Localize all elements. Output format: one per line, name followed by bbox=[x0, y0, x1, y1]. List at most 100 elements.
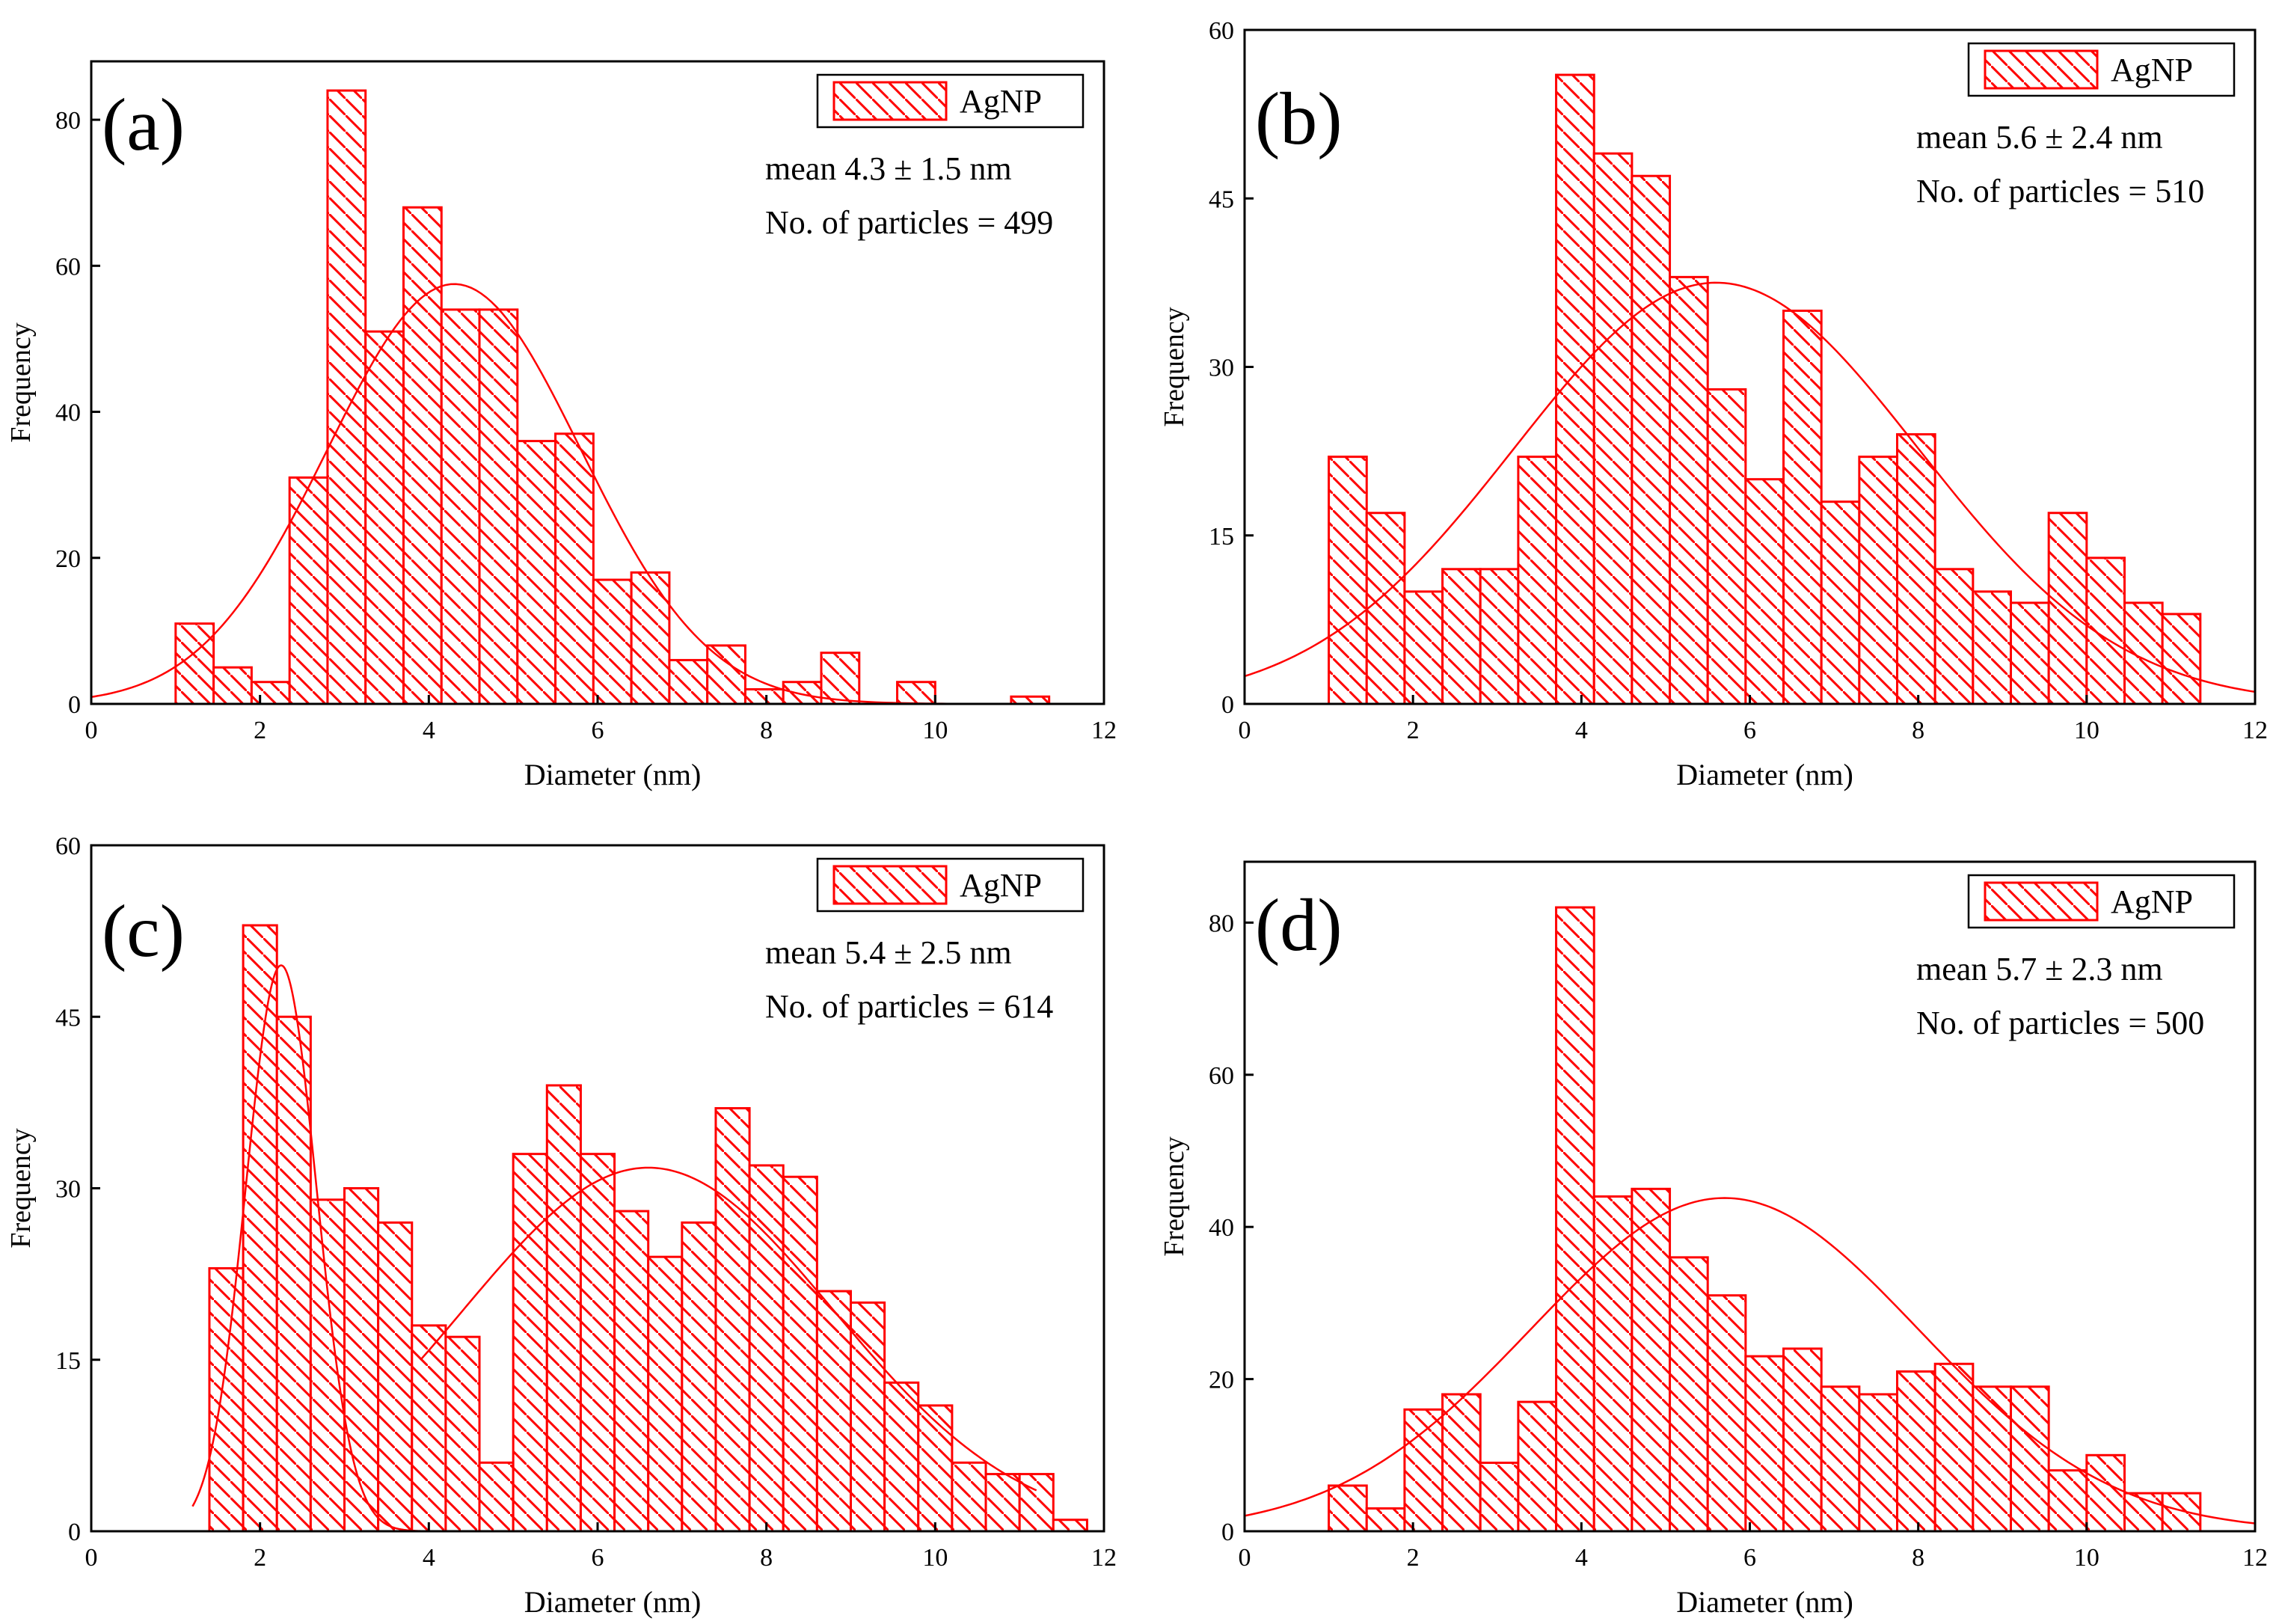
histogram-bar bbox=[402, 206, 443, 705]
histogram-bar bbox=[883, 1381, 920, 1533]
legend-swatch bbox=[1984, 881, 2099, 922]
histogram-bar bbox=[1479, 1461, 1520, 1533]
y-tick-label: 80 bbox=[1209, 910, 1234, 937]
histogram-bar bbox=[2010, 1385, 2050, 1533]
histogram-bar bbox=[250, 681, 291, 705]
histogram-bar bbox=[1782, 1347, 1823, 1533]
y-tick-label: 0 bbox=[1221, 1519, 1234, 1546]
y-tick-label: 60 bbox=[1209, 17, 1234, 45]
histogram-bar bbox=[242, 924, 278, 1533]
histogram-bar bbox=[1706, 1294, 1747, 1533]
histogram-bar bbox=[984, 1473, 1021, 1533]
legend-label: AgNP bbox=[960, 83, 1042, 120]
histogram-bar bbox=[820, 652, 861, 705]
histogram-bar bbox=[1744, 478, 1785, 705]
histogram-bar bbox=[1592, 1195, 1634, 1533]
histogram-bar bbox=[275, 1015, 312, 1533]
x-tick-label: 8 bbox=[1912, 717, 1924, 744]
legend-label: AgNP bbox=[2111, 52, 2193, 88]
histogram-bar bbox=[1669, 1256, 1709, 1533]
histogram-bar bbox=[1052, 1519, 1088, 1533]
x-tick-label: 6 bbox=[592, 717, 604, 744]
histogram-bar bbox=[1403, 590, 1444, 705]
x-axis-label: Diameter (nm) bbox=[524, 758, 702, 791]
histogram-bar bbox=[326, 89, 367, 705]
x-tick-label: 10 bbox=[2074, 717, 2099, 744]
y-tick-label: 15 bbox=[1209, 523, 1234, 551]
histogram-bar bbox=[1820, 500, 1861, 705]
x-tick-label: 0 bbox=[1239, 717, 1251, 744]
panel-label: (c) bbox=[102, 889, 185, 972]
histogram-bar bbox=[554, 432, 595, 705]
particle-count-annotation: No. of particles = 500 bbox=[1916, 1005, 2204, 1041]
histogram-panel: 0 2 4 6 8 10 12 0 20 40 60 80 Diameter (nm) Frequency… bbox=[1159, 860, 2268, 1619]
histogram-bar bbox=[478, 308, 519, 705]
legend-label: AgNP bbox=[2111, 883, 2193, 920]
histogram-bar bbox=[1669, 275, 1709, 705]
y-tick-label: 0 bbox=[68, 691, 81, 719]
histogram-bar bbox=[917, 1404, 954, 1533]
histogram-bar bbox=[630, 571, 671, 705]
x-tick-label: 0 bbox=[1239, 1544, 1251, 1572]
y-tick-label: 40 bbox=[1209, 1214, 1234, 1242]
mean-annotation: mean 5.7 ± 2.3 nm bbox=[1916, 951, 2163, 987]
histogram-bar bbox=[579, 1153, 616, 1533]
histogram-bar bbox=[2123, 601, 2164, 705]
histogram-bar bbox=[208, 1266, 245, 1533]
histogram-bar bbox=[613, 1210, 650, 1533]
mean-annotation: mean 5.6 ± 2.4 nm bbox=[1916, 119, 2163, 156]
histogram-bar bbox=[440, 308, 481, 705]
x-tick-label: 12 bbox=[1091, 1544, 1117, 1572]
histogram-bar bbox=[748, 1164, 785, 1533]
y-tick-label: 30 bbox=[55, 1176, 81, 1204]
x-tick-label: 0 bbox=[85, 717, 98, 744]
histogram-bar bbox=[1555, 906, 1595, 1533]
histogram-bar bbox=[1328, 456, 1368, 705]
panel-label: (b) bbox=[1255, 77, 1343, 160]
y-tick-label: 60 bbox=[55, 833, 81, 860]
y-tick-label: 40 bbox=[55, 399, 81, 427]
particle-count-annotation: No. of particles = 499 bbox=[765, 204, 1053, 241]
histogram-panel: 0 2 4 6 8 10 12 0 20 40 60 80 Diameter (nm) Frequency… bbox=[5, 60, 1117, 791]
y-axis-label: Frequency bbox=[1159, 307, 1190, 426]
histogram-bar bbox=[668, 658, 709, 705]
y-tick-label: 60 bbox=[1209, 1062, 1234, 1090]
x-tick-label: 12 bbox=[2242, 1544, 2268, 1572]
mean-annotation: mean 4.3 ± 1.5 nm bbox=[765, 150, 1012, 187]
x-tick-label: 4 bbox=[1575, 1544, 1588, 1572]
histogram-bar bbox=[1479, 568, 1520, 705]
x-tick-label: 4 bbox=[423, 1544, 435, 1572]
x-axis-label: Diameter (nm) bbox=[1676, 758, 1853, 791]
histogram-bar bbox=[2047, 512, 2088, 705]
x-tick-label: 8 bbox=[760, 1544, 773, 1572]
histogram-bar bbox=[1517, 456, 1558, 705]
histogram-bar bbox=[1706, 388, 1747, 705]
gaussian-fit-curve bbox=[1244, 1197, 2256, 1525]
x-tick-label: 0 bbox=[85, 1544, 98, 1572]
x-tick-label: 12 bbox=[2242, 717, 2268, 744]
x-tick-label: 2 bbox=[254, 717, 266, 744]
x-tick-label: 6 bbox=[592, 1544, 604, 1572]
histogram-bar bbox=[1365, 512, 1406, 705]
histogram-bar bbox=[212, 666, 253, 705]
histogram-bar bbox=[2010, 601, 2050, 705]
y-axis-label: Frequency bbox=[5, 322, 37, 442]
histogram-bar bbox=[1933, 568, 1975, 705]
histogram-bar bbox=[512, 1153, 548, 1533]
histogram-bar bbox=[1631, 174, 1672, 705]
y-tick-label: 15 bbox=[55, 1347, 81, 1375]
histogram-bar bbox=[1441, 1393, 1482, 1533]
y-tick-label: 45 bbox=[1209, 186, 1234, 213]
x-tick-label: 10 bbox=[2074, 1544, 2099, 1572]
gaussian-fit-curve bbox=[420, 1166, 1037, 1492]
gaussian-fit-curve bbox=[1244, 281, 2256, 693]
histogram-bar bbox=[647, 1255, 684, 1533]
x-tick-label: 10 bbox=[922, 717, 948, 744]
histogram-panel: 0 2 4 6 8 10 12 0 15 30 45 60 Diameter (nm) Frequency… bbox=[5, 833, 1117, 1619]
histogram-bar bbox=[592, 578, 633, 705]
x-tick-label: 2 bbox=[1407, 717, 1420, 744]
panel-label: (d) bbox=[1255, 883, 1343, 966]
histogram-bar bbox=[364, 330, 405, 705]
histogram-bar bbox=[1896, 433, 1936, 705]
histogram-bar bbox=[782, 1175, 818, 1533]
